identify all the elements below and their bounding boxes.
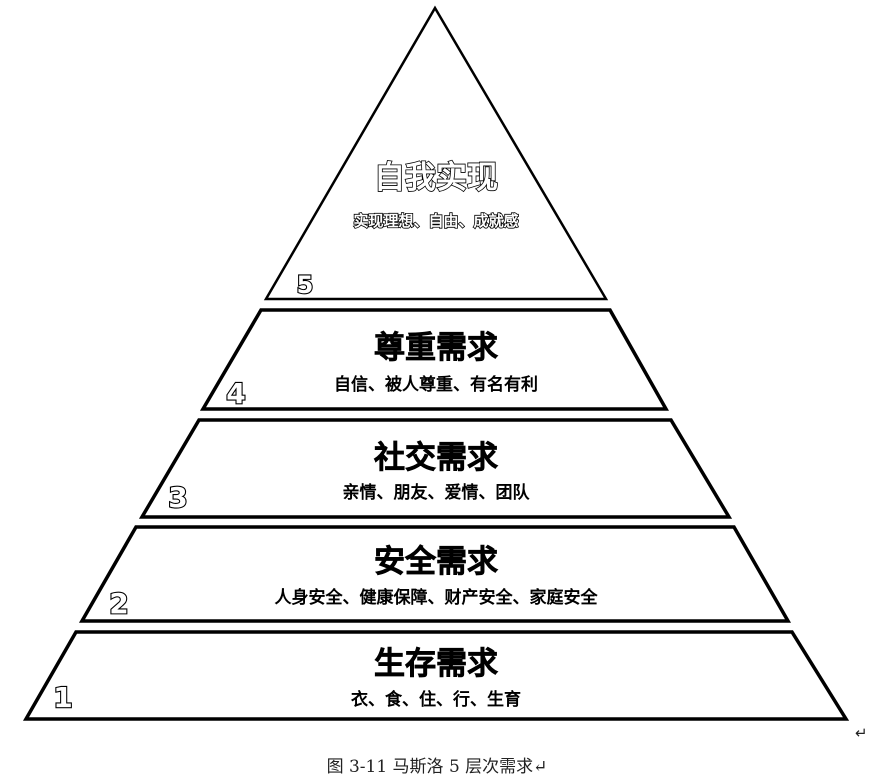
level-5-title: 自我实现 [374,160,498,196]
level-2-number: 2 [109,587,128,620]
level-1-number: 1 [53,681,72,714]
level-4-title: 尊重需求 [374,330,498,366]
level-1-shape [22,630,850,721]
level-4-shape [199,308,670,411]
level-4-description: 自信、被人尊重、有名有利 [334,374,538,395]
level-3-title: 社交需求 [374,440,498,476]
level-5-description: 实现理想、自由、成就感 [353,212,518,230]
level-5-number: 5 [297,271,314,299]
level-4-number: 4 [226,377,245,410]
level-1-title: 生存需求 [374,646,498,682]
level-2-title: 安全需求 [374,544,498,580]
figure-caption: 图 3-11 马斯洛 5 层次需求↵ [326,757,548,777]
level-2-description: 人身安全、健康保障、财产安全、家庭安全 [275,587,599,608]
level-3: 社交需求 亲情、朋友、爱情、团队 3 [138,418,733,519]
level-5: 自我实现 实现理想、自由、成就感 5 [263,5,609,301]
level-2-shape [78,525,792,623]
level-3-description: 亲情、朋友、爱情、团队 [343,482,531,503]
level-3-shape [138,418,733,519]
level-3-number: 3 [168,481,187,514]
level-1-description: 衣、食、住、行、生育 [351,689,521,710]
level-1: 生存需求 衣、食、住、行、生育 1 [22,630,850,721]
return-mark: ↵ [855,724,868,742]
level-4: 尊重需求 自信、被人尊重、有名有利 4 [199,308,670,411]
level-2: 安全需求 人身安全、健康保障、财产安全、家庭安全 2 [78,525,792,623]
level-5-shape [263,5,609,301]
